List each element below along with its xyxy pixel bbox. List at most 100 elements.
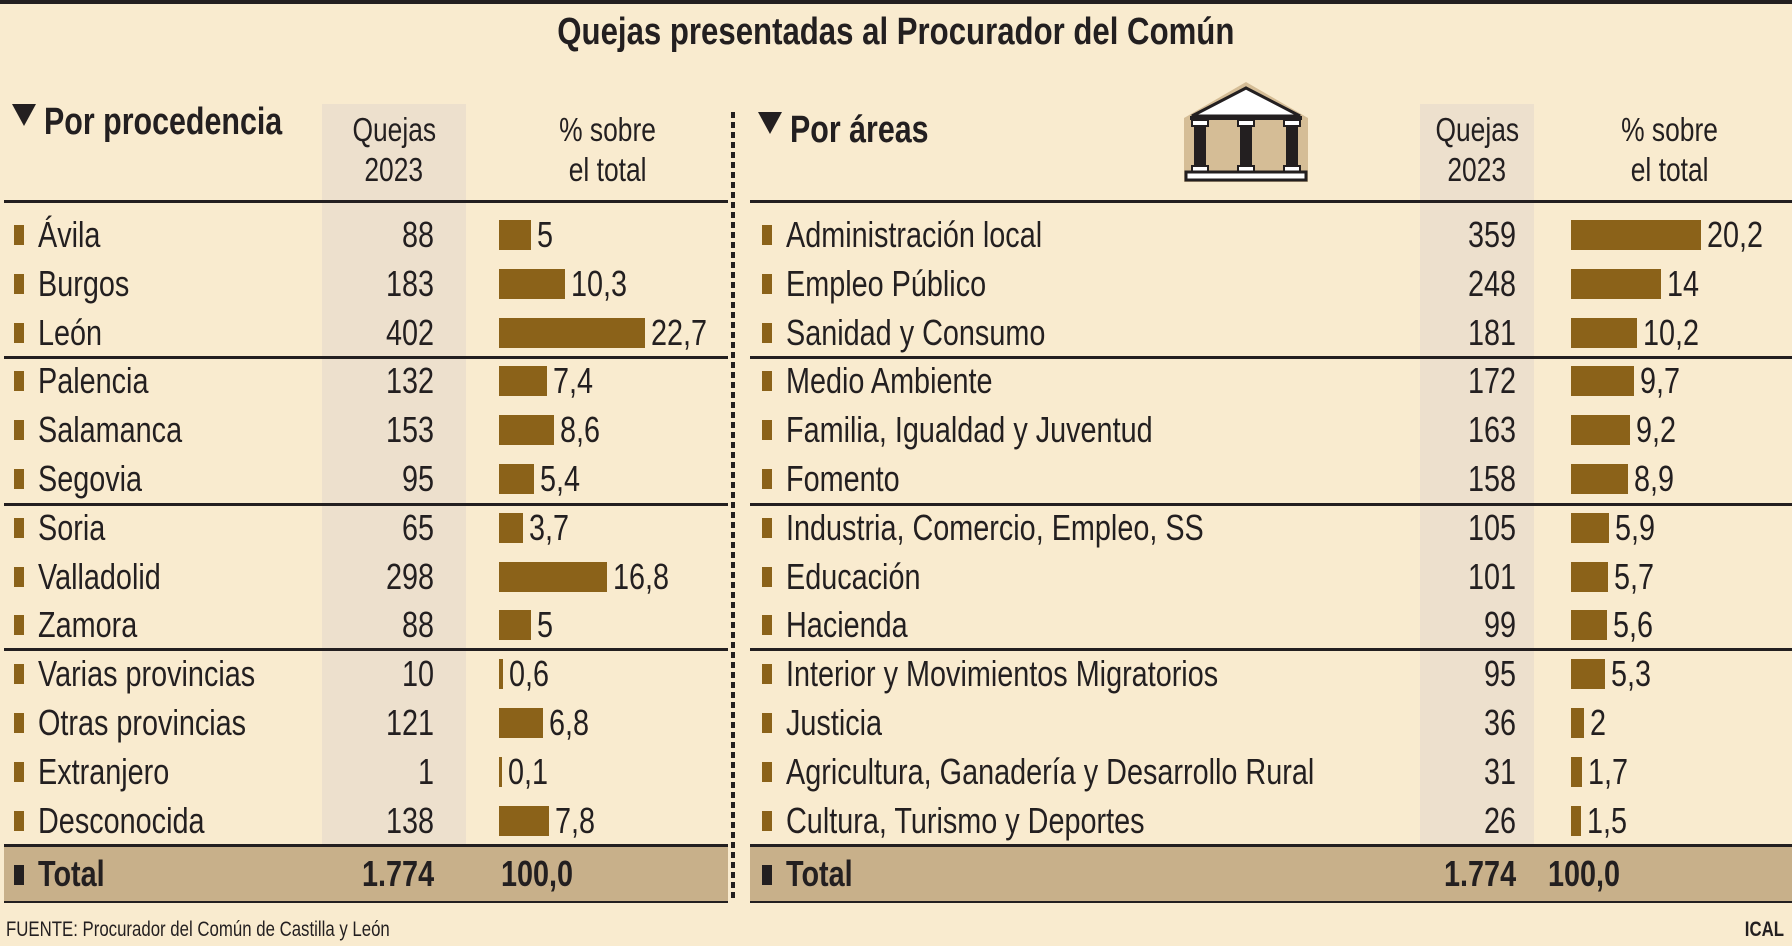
row-pct: 5 bbox=[537, 214, 554, 255]
bullet-icon bbox=[762, 322, 772, 343]
bullet-icon bbox=[762, 469, 772, 489]
bullet-icon bbox=[14, 225, 24, 245]
right-total-label: Total bbox=[786, 853, 853, 894]
row-pct: 1,7 bbox=[1587, 750, 1628, 792]
bullet-icon bbox=[14, 420, 24, 441]
row-pct: 3,7 bbox=[528, 506, 569, 548]
left-col-pct-header: % sobre el total bbox=[559, 111, 657, 188]
bullet-icon bbox=[14, 713, 24, 733]
pct-bar bbox=[1571, 317, 1637, 348]
row-label: Ávila bbox=[38, 214, 101, 255]
pct-bar bbox=[1571, 756, 1582, 787]
pct-bar bbox=[1571, 610, 1608, 641]
left-total-top-rule bbox=[4, 844, 728, 847]
row-pct: 22,7 bbox=[651, 311, 708, 353]
bullet-icon bbox=[14, 664, 24, 685]
right-header-rule bbox=[750, 200, 1792, 203]
right-total-top-rule bbox=[750, 844, 1792, 847]
pct-bar bbox=[1571, 561, 1608, 592]
row-label: Interior y Movimientos Migratorios bbox=[786, 653, 1219, 695]
bullet-icon bbox=[762, 761, 772, 782]
left-group-rule bbox=[4, 648, 728, 651]
pct-bar bbox=[1571, 512, 1610, 543]
table-row: Sanidad y Consumo 181 10,2 bbox=[0, 308, 1792, 357]
bullet-icon bbox=[762, 517, 772, 538]
table-row: Educación 101 5,7 bbox=[0, 552, 1792, 601]
chart-title: Quejas presentadas al Procurador del Com… bbox=[557, 11, 1235, 53]
triangle-down-icon bbox=[758, 112, 782, 134]
row-quejas: 1 bbox=[417, 750, 434, 792]
bullet-icon bbox=[762, 273, 772, 294]
table-row: Hacienda 99 5,6 bbox=[0, 600, 1792, 649]
row-quejas: 36 bbox=[1483, 702, 1516, 743]
row-pct: 8,6 bbox=[560, 409, 601, 451]
table-row: Agricultura, Ganadería y Desarrollo Rura… bbox=[0, 747, 1792, 796]
right-total-pct: 100,0 bbox=[1548, 853, 1621, 894]
row-quejas: 248 bbox=[1467, 262, 1516, 304]
pct-bar bbox=[1571, 805, 1581, 836]
row-label: Segovia bbox=[38, 458, 143, 499]
row-pct: 0,1 bbox=[508, 750, 549, 792]
right-quejas-column-shade bbox=[1420, 104, 1534, 845]
pct-bar bbox=[499, 659, 503, 690]
table-row: Otras provincias 121 6,8 bbox=[0, 698, 728, 747]
row-quejas: 31 bbox=[1483, 750, 1516, 792]
bullet-icon bbox=[14, 566, 24, 587]
pct-bar bbox=[499, 464, 534, 494]
row-quejas: 183 bbox=[385, 262, 434, 304]
pct-bar bbox=[499, 415, 555, 446]
table-row: Industria, Comercio, Empleo, SS 105 5,9 bbox=[0, 503, 1792, 552]
pct-bar bbox=[1571, 708, 1584, 738]
row-quejas: 158 bbox=[1467, 458, 1516, 499]
row-label: Zamora bbox=[38, 604, 138, 646]
left-total-label: Total bbox=[38, 853, 105, 894]
total-bullet-icon bbox=[762, 865, 772, 885]
row-pct: 7,4 bbox=[552, 360, 593, 402]
pct-bar bbox=[1571, 268, 1662, 299]
right-group-rule bbox=[750, 503, 1792, 506]
pct-bar bbox=[499, 317, 646, 348]
row-quejas: 121 bbox=[385, 702, 434, 743]
row-quejas: 88 bbox=[401, 604, 434, 646]
right-group-rule bbox=[750, 356, 1792, 359]
pct-bar bbox=[499, 805, 550, 836]
row-pct: 16,8 bbox=[613, 555, 670, 597]
row-quejas: 65 bbox=[401, 506, 434, 548]
bullet-icon bbox=[14, 469, 24, 489]
pct-bar bbox=[499, 220, 532, 250]
pct-bar bbox=[1571, 220, 1702, 250]
row-quejas: 101 bbox=[1467, 555, 1516, 597]
row-label: Cultura, Turismo y Deportes bbox=[786, 799, 1145, 841]
table-row: Empleo Público 248 14 bbox=[0, 259, 1792, 308]
pct-bar bbox=[499, 756, 502, 787]
row-label: Otras provincias bbox=[38, 702, 247, 743]
bullet-icon bbox=[14, 517, 24, 538]
source-note: FUENTE: Procurador del Común de Castilla… bbox=[6, 918, 390, 941]
table-row: Extranjero 1 0,1 bbox=[0, 747, 728, 796]
pct-bar bbox=[499, 561, 608, 592]
row-quejas: 172 bbox=[1467, 360, 1516, 402]
row-quejas: 95 bbox=[401, 458, 434, 499]
pct-bar bbox=[499, 610, 532, 641]
row-label: Desconocida bbox=[38, 799, 205, 841]
left-total-bottom-rule bbox=[4, 900, 728, 903]
left-total-pct: 100,0 bbox=[501, 853, 574, 894]
table-row: Fomento 158 8,9 bbox=[0, 454, 1792, 503]
table-row: Valladolid 298 16,8 bbox=[0, 552, 728, 601]
row-label: Burgos bbox=[38, 262, 130, 304]
row-quejas: 105 bbox=[1467, 506, 1516, 548]
row-pct: 6,8 bbox=[548, 702, 589, 743]
bullet-icon bbox=[762, 713, 772, 733]
table-row: Medio Ambiente 172 9,7 bbox=[0, 356, 1792, 405]
row-label: Administración local bbox=[786, 214, 1043, 255]
row-pct: 9,7 bbox=[1639, 360, 1680, 402]
row-quejas: 163 bbox=[1467, 409, 1516, 451]
row-pct: 14 bbox=[1667, 262, 1700, 304]
right-total-bottom-rule bbox=[750, 900, 1792, 903]
pct-bar bbox=[499, 366, 547, 397]
bullet-icon bbox=[762, 566, 772, 587]
row-quejas: 10 bbox=[401, 653, 434, 695]
top-rule bbox=[0, 0, 1792, 4]
right-col-quejas-header: Quejas 2023 bbox=[1435, 111, 1519, 188]
bullet-icon bbox=[14, 761, 24, 782]
